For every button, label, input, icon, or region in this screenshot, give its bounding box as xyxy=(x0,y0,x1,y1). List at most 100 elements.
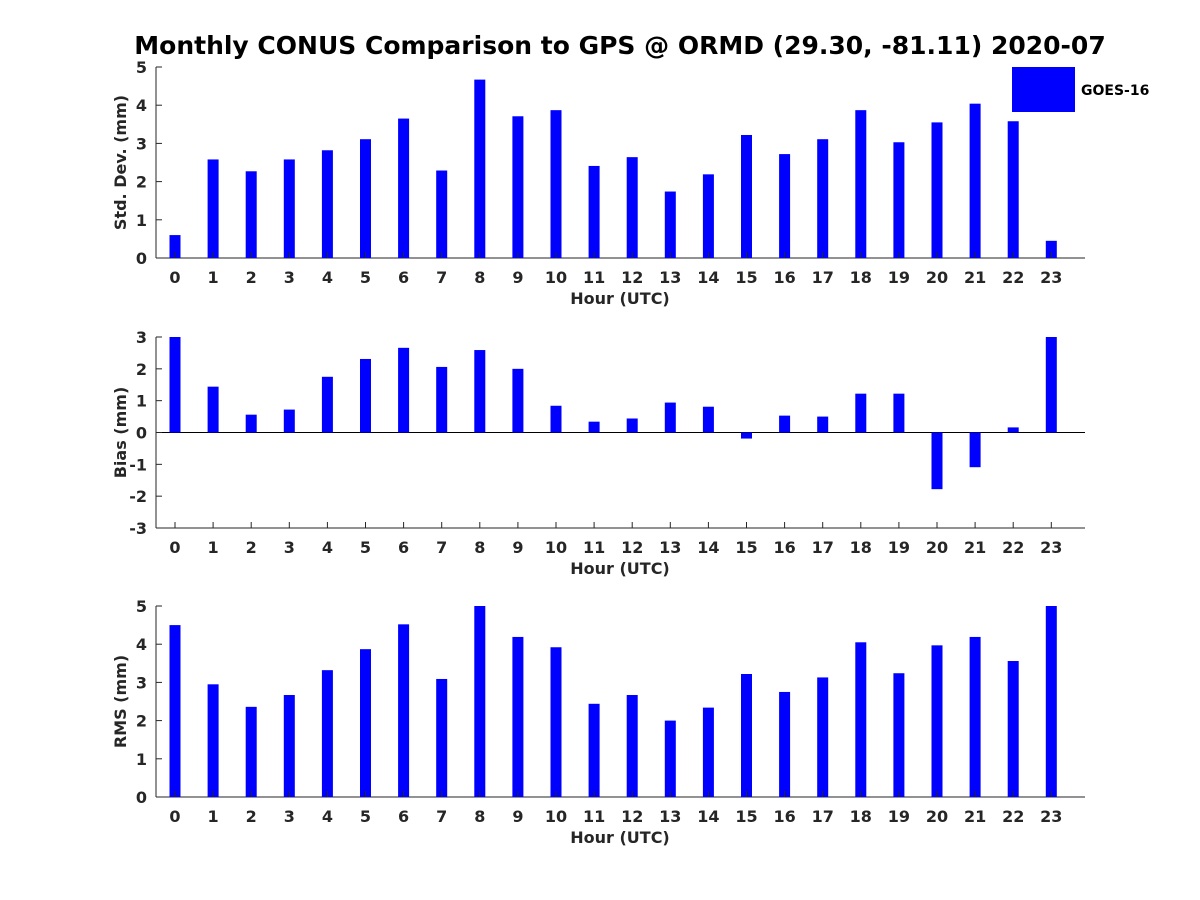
bias-y-tick-label: -3 xyxy=(129,519,147,538)
rms-bar xyxy=(969,636,981,797)
std-dev-x-tick-label: 20 xyxy=(926,268,948,287)
bias-x-tick-label: 3 xyxy=(284,538,295,557)
bias-x-tick-label: 17 xyxy=(812,538,834,557)
std-dev-x-tick-label: 5 xyxy=(360,268,371,287)
rms-x-tick-label: 22 xyxy=(1002,807,1024,826)
rms-bar xyxy=(1045,606,1057,797)
std-dev-x-tick-label: 17 xyxy=(812,268,834,287)
std-dev-bar xyxy=(1007,121,1019,258)
std-dev-bar xyxy=(360,139,371,258)
rms-bar xyxy=(931,645,943,797)
std-dev-y-tick-label: 5 xyxy=(136,58,147,77)
std-dev-y-axis-label: Std. Dev. (mm) xyxy=(111,95,130,230)
rms-x-tick-label: 9 xyxy=(512,807,523,826)
rms-x-tick-label: 15 xyxy=(735,807,757,826)
rms-x-tick-label: 11 xyxy=(583,807,605,826)
std-dev-bar xyxy=(931,122,943,258)
std-dev-x-tick-label: 22 xyxy=(1002,268,1024,287)
bias-bar xyxy=(283,409,295,433)
bias-x-tick-label: 19 xyxy=(888,538,910,557)
std-dev-x-tick-label: 14 xyxy=(697,268,719,287)
rms-y-tick-label: 2 xyxy=(136,712,147,731)
rms-bar xyxy=(512,636,524,797)
bias-bar xyxy=(321,376,333,433)
std-dev-x-axis-label: Hour (UTC) xyxy=(570,289,670,308)
std-dev-bar xyxy=(588,165,600,258)
rms-x-tick-label: 0 xyxy=(169,807,180,826)
rms-x-tick-label: 7 xyxy=(436,807,447,826)
std-dev-bar xyxy=(741,134,752,258)
rms-x-tick-label: 18 xyxy=(850,807,872,826)
bias-bar xyxy=(817,416,829,433)
std-dev-bar xyxy=(398,118,410,258)
bias-x-tick-label: 12 xyxy=(621,538,643,557)
bias-x-tick-label: 15 xyxy=(735,538,757,557)
bias-x-tick-label: 21 xyxy=(964,538,986,557)
chart-title: Monthly CONUS Comparison to GPS @ ORMD (… xyxy=(134,31,1105,60)
bias-bar xyxy=(893,393,905,433)
bias-y-tick-label: 0 xyxy=(136,424,147,443)
bias-x-tick-label: 6 xyxy=(398,538,409,557)
bias-x-tick-label: 23 xyxy=(1040,538,1062,557)
legend-swatch xyxy=(1012,67,1075,112)
bias-bar xyxy=(474,350,486,433)
bias-x-tick-label: 14 xyxy=(697,538,719,557)
rms-bar xyxy=(741,673,752,797)
rms-bar xyxy=(245,706,257,797)
bias-bar xyxy=(436,366,448,433)
bias-x-tick-label: 22 xyxy=(1002,538,1024,557)
rms-x-tick-label: 14 xyxy=(697,807,719,826)
rms-bar xyxy=(626,695,638,797)
std-dev-x-tick-label: 15 xyxy=(735,268,757,287)
rms-bar xyxy=(398,624,410,797)
std-dev-bar xyxy=(550,110,562,258)
std-dev-x-tick-label: 11 xyxy=(583,268,605,287)
rms-x-axis-label: Hour (UTC) xyxy=(570,828,670,847)
bias-x-tick-label: 8 xyxy=(474,538,485,557)
bias-bar xyxy=(855,393,867,433)
bias-x-tick-label: 2 xyxy=(246,538,257,557)
rms-x-tick-label: 3 xyxy=(284,807,295,826)
rms-bar xyxy=(588,703,600,797)
std-dev-x-tick-label: 2 xyxy=(246,268,257,287)
std-dev-x-tick-label: 1 xyxy=(208,268,219,287)
bias-bar xyxy=(1007,427,1019,433)
bias-x-tick-label: 1 xyxy=(208,538,219,557)
bias-bar xyxy=(664,402,676,433)
std-dev-y-tick-label: 2 xyxy=(136,173,147,192)
bias-x-axis-label: Hour (UTC) xyxy=(570,559,670,578)
std-dev-x-tick-label: 21 xyxy=(964,268,986,287)
rms-bar xyxy=(779,691,791,797)
std-dev-bar xyxy=(245,171,257,258)
bias-bar xyxy=(245,414,257,433)
std-dev-x-tick-label: 8 xyxy=(474,268,485,287)
bias-y-tick-label: -2 xyxy=(129,487,147,506)
std-dev-bar xyxy=(321,150,333,258)
std-dev-y-tick-label: 4 xyxy=(136,96,147,115)
std-dev-x-tick-label: 6 xyxy=(398,268,409,287)
bias-bar xyxy=(931,432,943,490)
std-dev-x-tick-label: 3 xyxy=(284,268,295,287)
std-dev-bar xyxy=(817,139,829,258)
rms-x-tick-label: 6 xyxy=(398,807,409,826)
std-dev-x-tick-label: 9 xyxy=(512,268,523,287)
bias-x-tick-label: 5 xyxy=(360,538,371,557)
rms-bar xyxy=(169,625,181,797)
std-dev-bar xyxy=(702,174,714,258)
rms-y-tick-label: 5 xyxy=(136,597,147,616)
std-dev-bar xyxy=(855,110,867,258)
bias-bar xyxy=(360,358,371,433)
bias-y-tick-label: 1 xyxy=(136,392,147,411)
legend-label: GOES-16 xyxy=(1081,83,1149,99)
bias-bar xyxy=(741,432,752,439)
std-dev-bar xyxy=(779,154,791,258)
rms-bar xyxy=(474,606,486,797)
std-dev-bar xyxy=(969,103,981,258)
bias-bar xyxy=(1045,337,1057,433)
rms-bar xyxy=(207,684,219,797)
bias-x-tick-label: 10 xyxy=(545,538,567,557)
std-dev-x-tick-label: 23 xyxy=(1040,268,1062,287)
bias-bar xyxy=(969,432,981,468)
bias-bar xyxy=(702,406,714,433)
